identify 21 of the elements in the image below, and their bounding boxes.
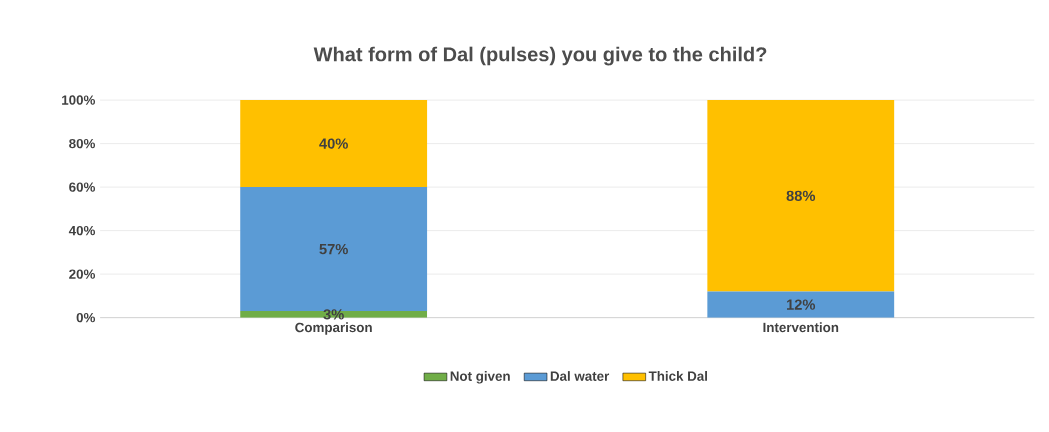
legend-label: Not given (450, 370, 510, 384)
bar (240, 99, 428, 187)
x-tick-label: Intervention (763, 322, 839, 332)
bar (240, 186, 428, 311)
bar (707, 291, 895, 318)
legend-label: Dal water (550, 370, 610, 381)
y-tick-label: 20% (69, 269, 96, 279)
data-label: 12% (787, 299, 816, 310)
data-label: 40% (319, 138, 348, 149)
y-tick-label: 100% (62, 95, 96, 105)
y-tick-label: 60% (69, 182, 96, 192)
data-label: 88% (786, 190, 816, 201)
y-tick-label: 40% (68, 225, 96, 236)
y-tick-label: 0% (76, 312, 96, 323)
data-label: 57% (319, 243, 348, 255)
bar (707, 99, 895, 292)
data-label: 3% (323, 308, 344, 320)
x-tick-label: Comparison (295, 322, 372, 335)
chart-title: What form of Dal (pulses) you give to the child? (313, 46, 767, 66)
legend-label: Thick Dal (648, 370, 707, 381)
y-tick-label: 80% (69, 138, 96, 149)
